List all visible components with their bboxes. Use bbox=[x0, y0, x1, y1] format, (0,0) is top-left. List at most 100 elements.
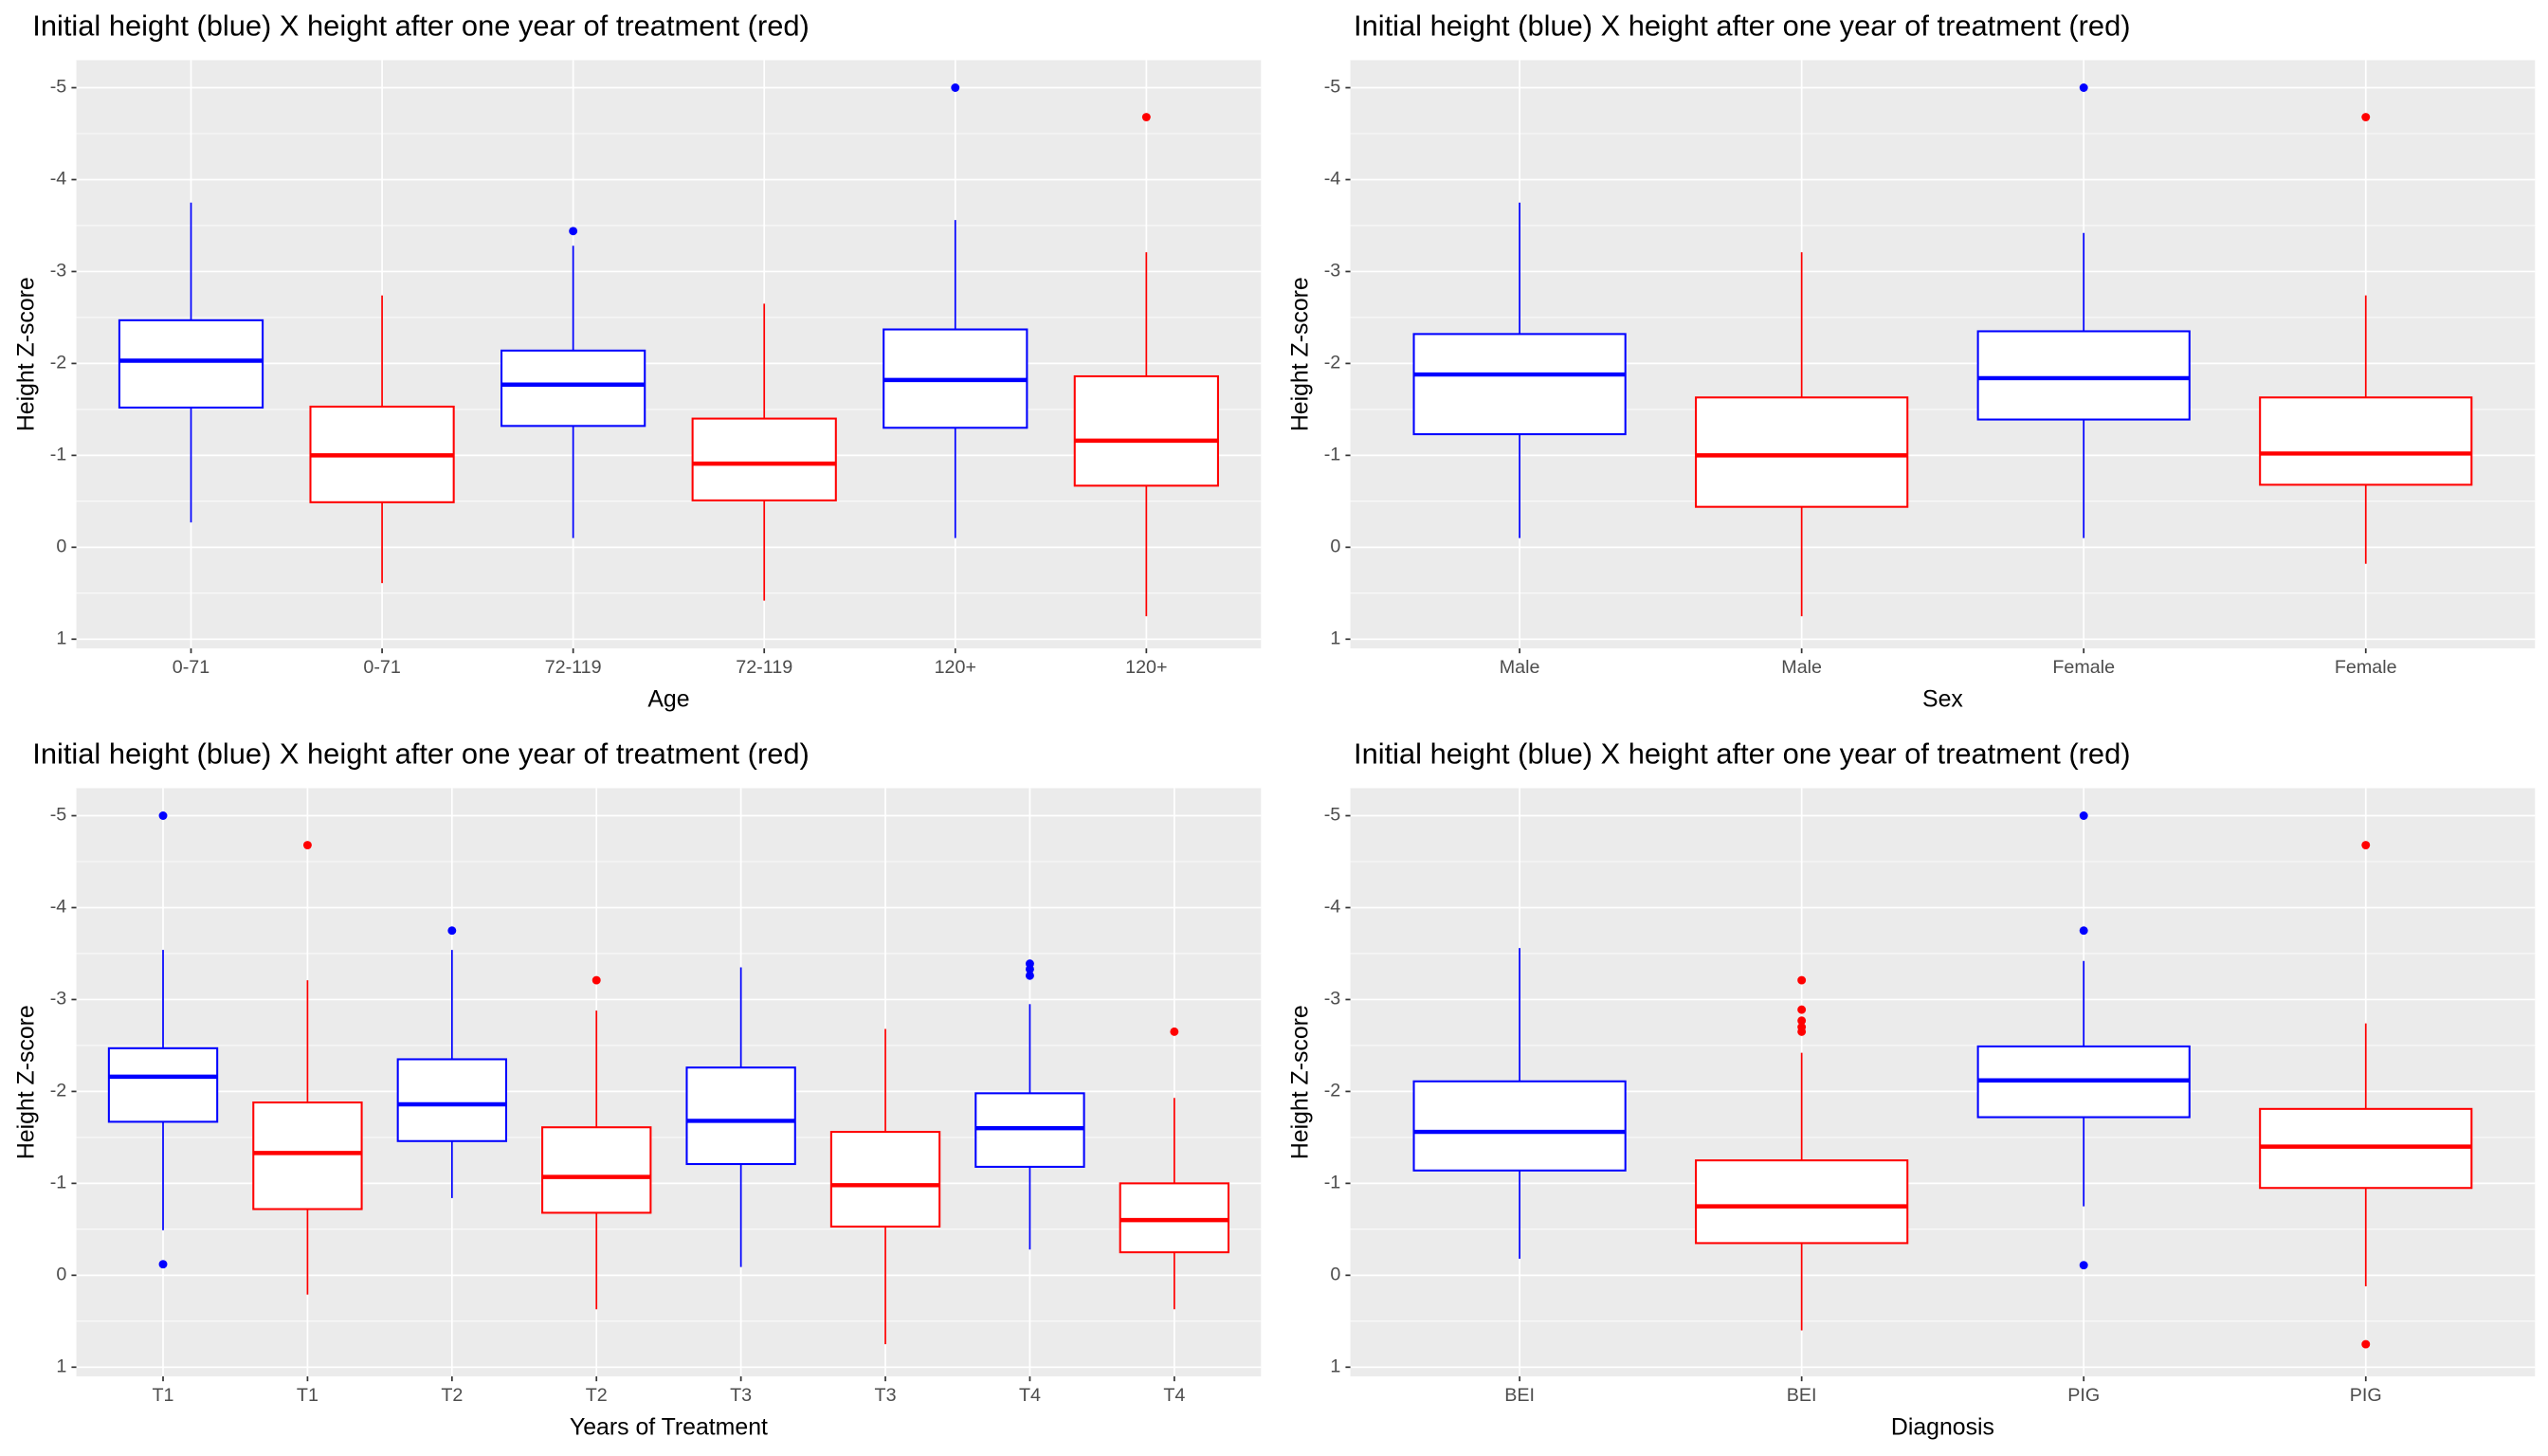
y-tick-label: -4 bbox=[50, 169, 67, 190]
outlier bbox=[158, 1260, 168, 1269]
y-tick-label: -5 bbox=[1324, 77, 1341, 98]
outlier bbox=[1797, 1016, 1807, 1026]
chart-title: Initial height (blue) X height after one… bbox=[32, 737, 810, 770]
y-tick-label: -5 bbox=[50, 77, 67, 98]
outlier bbox=[2079, 83, 2088, 92]
x-tick-label: PIG bbox=[2350, 1385, 2382, 1406]
outlier bbox=[2361, 841, 2371, 850]
y-axis-title: Height Z-score bbox=[14, 1005, 40, 1159]
y-tick-label: -2 bbox=[1324, 353, 1341, 373]
x-tick-label: T4 bbox=[1163, 1385, 1185, 1406]
x-tick-label: T4 bbox=[1019, 1385, 1041, 1406]
y-tick-label: 0 bbox=[56, 1265, 66, 1285]
x-axis-title: Diagnosis bbox=[1891, 1414, 1994, 1440]
x-tick-label: T1 bbox=[153, 1385, 174, 1406]
x-tick-label: 0-71 bbox=[173, 657, 209, 678]
box bbox=[2259, 396, 2473, 486]
y-tick-label: -1 bbox=[50, 445, 67, 465]
outlier bbox=[1141, 113, 1151, 122]
box bbox=[1412, 333, 1627, 436]
outlier bbox=[1797, 1027, 1807, 1036]
box bbox=[1073, 374, 1219, 487]
box bbox=[252, 1101, 363, 1210]
y-tick-label: -3 bbox=[50, 989, 67, 1010]
y-tick-label: 0 bbox=[1330, 1265, 1340, 1285]
box bbox=[107, 1046, 219, 1123]
box bbox=[1695, 396, 1909, 508]
x-tick-label: 72-119 bbox=[736, 657, 792, 678]
outlier bbox=[2079, 926, 2088, 936]
outlier bbox=[1797, 975, 1807, 985]
outlier bbox=[1025, 971, 1034, 980]
y-tick-label: -1 bbox=[1324, 1173, 1341, 1193]
outlier bbox=[592, 975, 601, 985]
box bbox=[691, 417, 837, 501]
box bbox=[541, 1126, 652, 1214]
box bbox=[1412, 1080, 1627, 1172]
outlier bbox=[1170, 1027, 1179, 1036]
outlier bbox=[447, 926, 457, 936]
y-tick-label: -5 bbox=[50, 805, 67, 826]
y-tick-label: -3 bbox=[50, 261, 67, 282]
x-tick-label: BEI bbox=[1787, 1385, 1817, 1406]
y-tick-label: 1 bbox=[56, 628, 66, 649]
outlier bbox=[951, 83, 960, 92]
x-tick-label: 120+ bbox=[1125, 657, 1167, 678]
x-tick-label: T3 bbox=[730, 1385, 752, 1406]
outlier bbox=[302, 841, 312, 850]
chart-title: Initial height (blue) X height after one… bbox=[1354, 9, 2131, 42]
x-axis-title: Years of Treatment bbox=[570, 1414, 768, 1440]
outlier bbox=[158, 811, 168, 820]
y-axis-title: Height Z-score bbox=[1288, 277, 1314, 431]
y-tick-label: 1 bbox=[1330, 628, 1340, 649]
y-tick-label: 1 bbox=[1330, 1356, 1340, 1377]
outlier bbox=[569, 227, 578, 236]
plot-background bbox=[76, 60, 1262, 648]
y-tick-label: -3 bbox=[1324, 989, 1341, 1010]
x-tick-label: T2 bbox=[441, 1385, 463, 1406]
y-tick-label: -1 bbox=[50, 1173, 67, 1193]
box bbox=[1119, 1182, 1230, 1254]
y-tick-label: 0 bbox=[1330, 537, 1340, 557]
y-tick-label: -1 bbox=[1324, 445, 1341, 465]
outlier bbox=[2079, 811, 2088, 820]
x-tick-label: Female bbox=[2052, 657, 2115, 678]
y-tick-label: -4 bbox=[50, 897, 67, 918]
y-tick-label: -2 bbox=[50, 1081, 67, 1101]
x-tick-label: Male bbox=[1781, 657, 1822, 678]
y-tick-label: -3 bbox=[1324, 261, 1341, 282]
y-axis-title: Height Z-score bbox=[14, 277, 40, 431]
x-tick-label: T2 bbox=[586, 1385, 608, 1406]
chart-title: Initial height (blue) X height after one… bbox=[1354, 737, 2131, 770]
outlier bbox=[1797, 1005, 1807, 1014]
outlier bbox=[1025, 964, 1034, 974]
outlier bbox=[2079, 1261, 2088, 1270]
plot-background bbox=[76, 788, 1262, 1376]
x-axis-title: Age bbox=[647, 686, 689, 712]
box bbox=[1695, 1159, 1909, 1245]
x-tick-label: T1 bbox=[297, 1385, 318, 1406]
y-tick-label: -4 bbox=[1324, 169, 1341, 190]
x-tick-label: 120+ bbox=[935, 657, 976, 678]
x-tick-label: Female bbox=[2335, 657, 2397, 678]
box bbox=[829, 1131, 941, 1228]
y-tick-label: -4 bbox=[1324, 897, 1341, 918]
y-tick-label: 0 bbox=[56, 537, 66, 557]
y-axis-title: Height Z-score bbox=[1288, 1005, 1314, 1159]
box bbox=[118, 318, 264, 409]
x-tick-label: 0-71 bbox=[363, 657, 400, 678]
box bbox=[685, 1066, 796, 1166]
outlier bbox=[2361, 113, 2371, 122]
box bbox=[396, 1058, 508, 1142]
box bbox=[1976, 330, 2191, 421]
chart-title: Initial height (blue) X height after one… bbox=[32, 9, 810, 42]
y-tick-label: -2 bbox=[1324, 1081, 1341, 1101]
outlier bbox=[2361, 1339, 2371, 1349]
y-tick-label: 1 bbox=[56, 1356, 66, 1377]
box bbox=[500, 349, 646, 428]
y-tick-label: -5 bbox=[1324, 805, 1341, 826]
x-tick-label: Male bbox=[1500, 657, 1540, 678]
x-axis-title: Sex bbox=[1922, 686, 1963, 712]
y-tick-label: -2 bbox=[50, 353, 67, 373]
